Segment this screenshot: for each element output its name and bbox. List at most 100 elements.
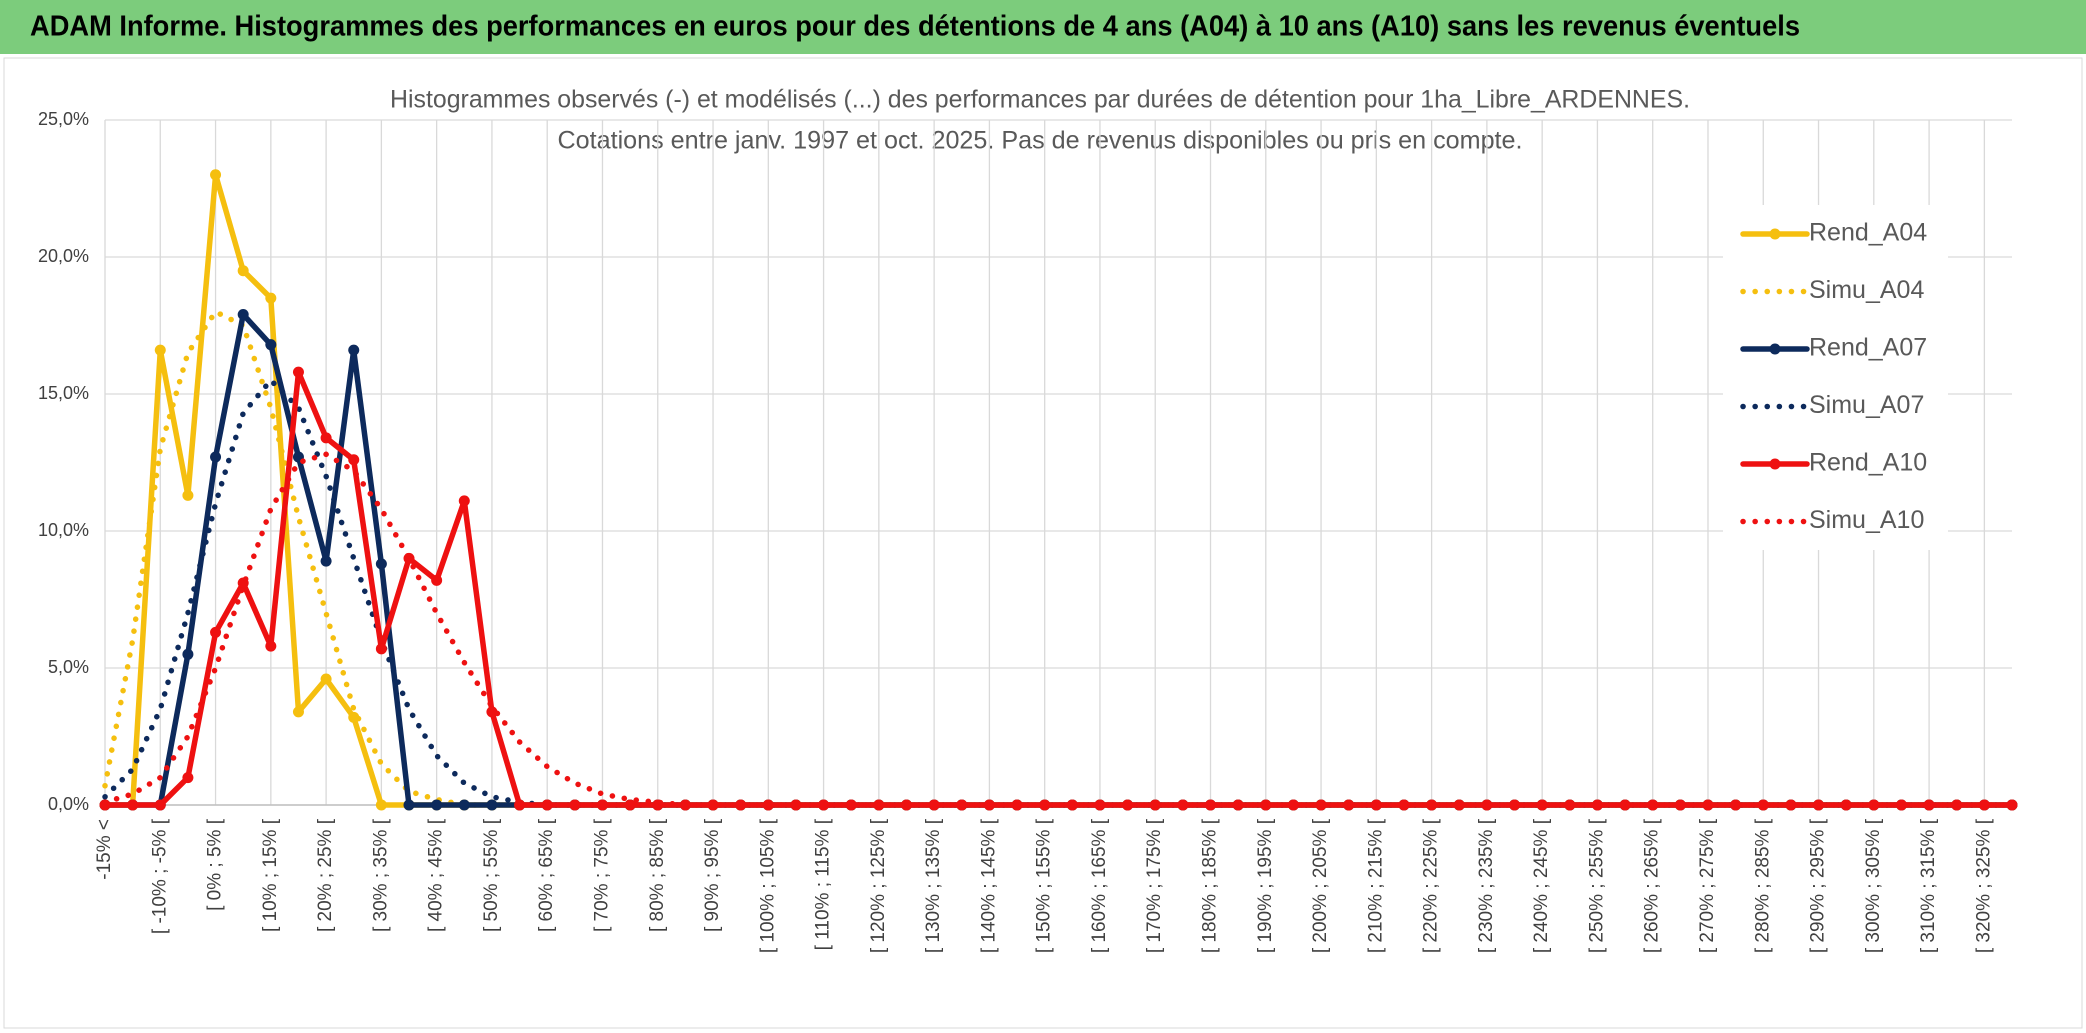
legend-marker — [1769, 343, 1781, 355]
x-tick-label: [ 240% ; 245% [ — [1531, 818, 1552, 953]
data-point — [182, 489, 194, 501]
x-tick-label: [ 320% ; 325% [ — [1973, 818, 1994, 953]
x-tick-label: [ 10% ; 15% [ — [260, 818, 281, 932]
x-tick-label: [ 190% ; 195% [ — [1255, 818, 1276, 953]
x-tick-label: [ 110% ; 115% [ — [813, 818, 834, 950]
x-tick-label: [ 120% ; 125% [ — [868, 818, 889, 953]
x-tick-label: [ 90% ; 95% [ — [702, 818, 723, 932]
data-point — [265, 292, 277, 304]
legend-marker — [1769, 458, 1781, 470]
x-tick-label: [ 60% ; 65% [ — [536, 818, 557, 932]
data-point — [514, 799, 526, 811]
data-point — [1232, 799, 1244, 811]
data-point — [320, 432, 332, 444]
data-point — [1895, 799, 1907, 811]
x-tick-label: [ 80% ; 85% [ — [647, 818, 668, 932]
data-point — [1122, 799, 1134, 811]
data-point — [1481, 799, 1493, 811]
data-point — [624, 799, 636, 811]
legend-label: Rend_A04 — [1809, 219, 1927, 247]
x-tick-label: [ 250% ; 255% [ — [1586, 818, 1607, 953]
y-tick-label: 15,0% — [38, 383, 89, 403]
legend-label: Simu_A10 — [1809, 506, 1924, 534]
data-point — [1094, 799, 1106, 811]
data-point — [320, 555, 332, 567]
data-point — [348, 344, 360, 356]
x-tick-label: [ 30% ; 35% [ — [370, 818, 391, 932]
data-point — [1591, 799, 1603, 811]
x-tick-label: [ 20% ; 25% [ — [315, 818, 336, 932]
data-point — [569, 799, 581, 811]
x-tick-label: [ 280% ; 285% [ — [1752, 818, 1773, 953]
y-tick-label: 20,0% — [38, 246, 89, 266]
y-tick-label: 25,0% — [38, 109, 89, 129]
x-tick-label: [ 210% ; 215% [ — [1365, 818, 1386, 953]
x-tick-label: [ 230% ; 235% [ — [1476, 818, 1497, 953]
y-tick-label: 0,0% — [48, 794, 89, 814]
legend-label: Simu_A07 — [1809, 391, 1924, 419]
data-point — [1813, 799, 1825, 811]
data-point — [154, 344, 166, 356]
x-tick-label: [ 290% ; 295% [ — [1808, 818, 1829, 953]
data-point — [818, 799, 830, 811]
data-point — [182, 648, 194, 660]
data-point — [292, 706, 304, 718]
x-tick-label: [ 160% ; 165% [ — [1089, 818, 1110, 953]
x-tick-label: [ 260% ; 265% [ — [1642, 818, 1663, 953]
x-tick-label: [ 180% ; 185% [ — [1200, 818, 1221, 953]
chart-title: Histogrammes observés (-) et modélisés (… — [390, 86, 1690, 114]
data-point — [735, 799, 747, 811]
x-tick-label: [ 200% ; 205% [ — [1310, 818, 1331, 953]
data-point — [1702, 799, 1714, 811]
data-point — [1619, 799, 1631, 811]
y-tick-label: 5,0% — [48, 657, 89, 677]
data-point — [458, 799, 470, 811]
x-tick-label: -15% < — [94, 819, 115, 880]
data-point — [154, 799, 166, 811]
x-tick-label: [ 220% ; 225% [ — [1421, 818, 1442, 953]
data-point — [1426, 799, 1438, 811]
legend-box — [1723, 205, 1948, 550]
data-point — [486, 706, 498, 718]
data-point — [320, 673, 332, 685]
data-point — [486, 799, 498, 811]
data-point — [2006, 799, 2018, 811]
data-point — [1978, 799, 1990, 811]
data-point — [375, 643, 387, 655]
data-point — [348, 454, 360, 466]
x-tick-label: [ 100% ; 105% [ — [757, 818, 778, 953]
data-point — [265, 339, 277, 351]
data-point — [431, 799, 443, 811]
data-point — [265, 640, 277, 652]
data-point — [1011, 799, 1023, 811]
data-point — [375, 558, 387, 570]
data-point — [210, 451, 222, 463]
series-line — [102, 451, 2015, 808]
data-point — [431, 574, 443, 586]
chart-title: Cotations entre janv. 1997 et oct. 2025.… — [558, 127, 1523, 155]
x-tick-label: [ 310% ; 315% [ — [1918, 818, 1939, 953]
x-tick-label: [ 150% ; 155% [ — [1034, 818, 1055, 953]
x-tick-label: [ 50% ; 55% [ — [481, 818, 502, 932]
header-title: ADAM Informe. Histogrammes des performan… — [30, 11, 1800, 43]
data-point — [375, 799, 387, 811]
data-point — [458, 495, 470, 507]
data-point — [403, 799, 415, 811]
data-point — [237, 309, 249, 321]
x-tick-label: [ 40% ; 45% [ — [426, 818, 447, 932]
x-tick-label: [ 300% ; 305% [ — [1863, 818, 1884, 953]
data-point — [237, 265, 249, 277]
data-point — [541, 799, 553, 811]
data-point — [1287, 799, 1299, 811]
data-point — [1398, 799, 1410, 811]
legend-marker — [1769, 228, 1781, 240]
data-point — [928, 799, 940, 811]
x-tick-label: [ 0% ; 5% [ — [205, 818, 226, 911]
data-point — [1205, 799, 1217, 811]
data-point — [596, 799, 608, 811]
data-point — [210, 169, 222, 181]
data-point — [1868, 799, 1880, 811]
legend-label: Rend_A10 — [1809, 449, 1927, 477]
data-point — [182, 772, 194, 784]
legend-label: Rend_A07 — [1809, 334, 1927, 362]
